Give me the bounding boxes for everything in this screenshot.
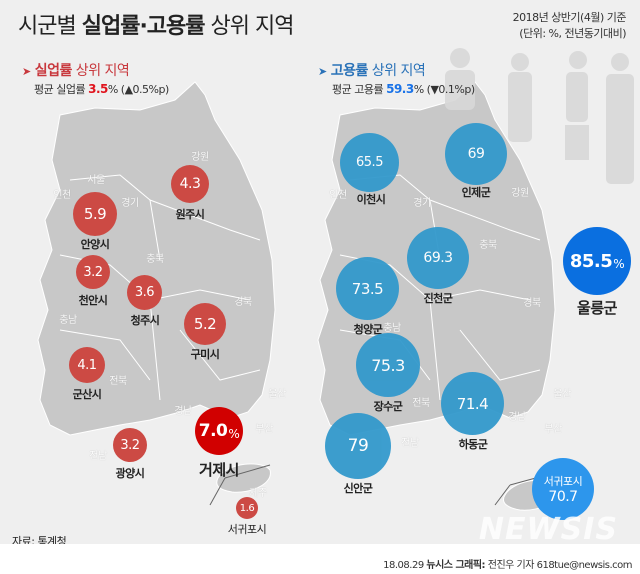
arrow-icon: ➤ [22, 65, 31, 78]
data-source: 자료: 통계청 [12, 535, 67, 544]
region-label: 충북 [146, 254, 164, 265]
city-label: 하동군 [458, 438, 488, 451]
region-label: 울산 [553, 389, 571, 400]
region-label: 경남 [508, 412, 526, 423]
city-label: 거제시 [199, 461, 239, 479]
region-label: 경북 [523, 298, 541, 309]
unemployment-bubble: 4.3 [171, 165, 209, 203]
arrow-icon: ➤ [318, 65, 327, 78]
unemployment-bubble: 3.6 [127, 275, 162, 310]
employment-bubble: 69.3 [407, 227, 469, 289]
city-label: 신안군 [343, 482, 373, 495]
city-label: 인제군 [461, 186, 491, 199]
basis-note: 2018년 상반기(4월) 기준 (단위: %, 전년동기대비) [512, 11, 627, 40]
employment-bubble: 79 [325, 413, 391, 479]
employment-bubble: 서귀포시 70.7 [532, 458, 594, 520]
infographic-canvas: 시군별 실업률·고용률 상위 지역 2018년 상반기(4월) 기준 (단위: … [0, 0, 640, 544]
city-label: 장수군 [373, 400, 403, 413]
city-label: 진천군 [423, 292, 453, 305]
region-label: 경남 [174, 406, 192, 417]
region-label: 강원 [191, 152, 209, 163]
newsis-watermark: NEWSIS [478, 512, 618, 544]
region-label: 경기 [413, 198, 431, 209]
city-label: 이천시 [356, 193, 386, 206]
employment-heading: ➤ 고용률 상위 지역 [318, 63, 426, 79]
region-label: 전북 [109, 376, 127, 387]
region-label: 경기 [121, 198, 139, 209]
unemployment-bubble: 4.1 [69, 347, 105, 383]
region-label: 충북 [479, 240, 497, 251]
graphic-credit: 18.08.29 뉴시스 그래픽: 전진우 기자 618tue@newsis.c… [383, 560, 632, 571]
region-label: 부산 [544, 424, 562, 435]
page-title: 시군별 실업률·고용률 상위 지역 [18, 14, 294, 39]
top-employment-bubble: 85.5% [563, 227, 631, 295]
unemployment-bubble: 5.2 [184, 303, 226, 345]
region-label: 부산 [255, 424, 273, 435]
employment-bubble: 75.3 [356, 333, 420, 397]
city-label: 안양시 [80, 238, 110, 251]
top-unemployment-bubble: 7.0% [195, 407, 243, 455]
unemployment-bubble: 1.6 [236, 497, 258, 519]
city-label: 청양군 [353, 323, 383, 336]
unemployment-bubble: 5.9 [73, 192, 117, 236]
region-label: 충남 [59, 315, 77, 326]
employment-bubble: 73.5 [336, 257, 399, 320]
city-label: 원주시 [175, 208, 205, 221]
unemployment-average: 평균 실업률 3.5% (▲0.5%p) [34, 82, 169, 96]
city-label: 천안시 [78, 294, 108, 307]
region-label: 서울 [87, 175, 105, 186]
workers-illustration-icon [445, 48, 634, 184]
city-label: 청주시 [130, 314, 160, 327]
city-label: 울릉군 [577, 299, 617, 317]
region-label: 충남 [383, 323, 401, 334]
region-label: 울산 [268, 389, 286, 400]
employment-bubble: 65.5 [340, 133, 399, 192]
region-label: 인천 [53, 190, 71, 201]
region-label: 전남 [89, 451, 107, 462]
region-label: 전남 [401, 438, 419, 449]
city-label: 서귀포시 [227, 523, 267, 536]
region-label: 제주 [249, 488, 267, 499]
region-label: 경북 [234, 297, 252, 308]
region-label: 인천 [329, 190, 347, 201]
region-label: 강원 [511, 188, 529, 199]
unemployment-heading: ➤ 실업률 상위 지역 [22, 63, 130, 79]
region-label: 전북 [412, 398, 430, 409]
unemployment-bubble: 3.2 [76, 255, 110, 289]
city-label: 군산시 [72, 388, 102, 401]
employment-average: 평균 고용률 59.3% (▼0.1%p) [332, 82, 475, 96]
city-label: 광양시 [115, 467, 145, 480]
employment-bubble: 71.4 [441, 372, 504, 435]
unemployment-bubble: 3.2 [113, 428, 147, 462]
city-label: 구미시 [190, 348, 220, 361]
employment-bubble: 69 [445, 123, 507, 185]
